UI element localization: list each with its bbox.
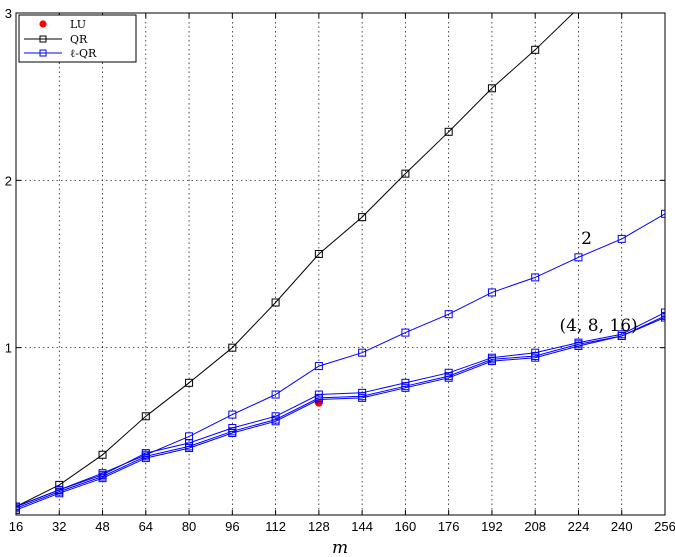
- series-point: [314, 395, 323, 404]
- series-point: [531, 273, 540, 282]
- series-point: [487, 357, 496, 366]
- legend-label-lu: LU: [70, 18, 86, 31]
- legend-marker-lu: [39, 20, 47, 28]
- series-point: [228, 410, 237, 419]
- annotations: 2 (4, 8, 16): [560, 229, 638, 336]
- series-point: [617, 331, 626, 340]
- y-tick-labels: 1 2 3: [5, 6, 12, 356]
- x-tick-label: 224: [568, 519, 590, 534]
- series-point: [661, 209, 665, 218]
- series-point: [487, 84, 496, 93]
- x-tick-label: 144: [351, 519, 373, 534]
- series-point: [401, 328, 410, 337]
- legend-label-qr: QR: [70, 33, 88, 46]
- series-point: [16, 505, 20, 514]
- series-point: [271, 417, 280, 426]
- series-point: [531, 353, 540, 362]
- series-point: [444, 127, 453, 136]
- x-tick-label: 240: [611, 519, 633, 534]
- series-point: [98, 474, 107, 483]
- series-point: [444, 310, 453, 319]
- x-tick-label: 80: [182, 519, 196, 534]
- series-point: [358, 348, 367, 357]
- series-point: [358, 393, 367, 402]
- x-axis-label: m: [332, 538, 348, 557]
- x-tick-label: 112: [265, 519, 286, 534]
- series-point: [531, 45, 540, 54]
- annotation: (4, 8, 16): [560, 316, 638, 336]
- series-5: [16, 313, 665, 514]
- series-line: [16, 13, 575, 508]
- series-layer: [16, 4, 665, 514]
- x-tick-label: 64: [139, 519, 153, 534]
- series-point: [228, 343, 237, 352]
- x-tick-label: 160: [395, 519, 417, 534]
- series-point: [575, 4, 582, 11]
- series-point: [401, 383, 410, 392]
- y-tick-label: 2: [5, 173, 12, 188]
- series-point: [141, 412, 150, 421]
- legend-marker-qr: [39, 35, 47, 43]
- x-tick-label: 48: [95, 519, 109, 534]
- x-tick-labels: 16 32 48 64 80 96 112 128 144 160 176 192 208 224 240 2…: [9, 519, 675, 534]
- series-point: [55, 489, 64, 498]
- series-line: [16, 315, 665, 509]
- series-point: [98, 450, 107, 459]
- series-point: [617, 234, 626, 243]
- series-point: [444, 373, 453, 382]
- x-tick-label: 192: [481, 519, 503, 534]
- series-point: [314, 362, 323, 371]
- legend: LU QR ℓ-QR: [18, 14, 137, 63]
- series-point: [185, 444, 194, 453]
- series-point: [228, 429, 237, 438]
- series-point: [271, 298, 280, 307]
- series-point: [358, 213, 367, 222]
- x-tick-label: 208: [524, 519, 546, 534]
- series-point: [487, 288, 496, 297]
- series-line: [16, 317, 665, 511]
- series-point: [185, 378, 194, 387]
- x-tick-label: 96: [225, 519, 239, 534]
- series-point: [314, 249, 323, 258]
- annotation: 2: [581, 229, 592, 249]
- series-point: [661, 313, 665, 322]
- x-tick-label: 32: [52, 519, 66, 534]
- series-point: [271, 390, 280, 399]
- x-tick-label: 16: [9, 519, 23, 534]
- ticks: [15, 12, 666, 515]
- y-tick-label: 3: [5, 6, 12, 21]
- series-point: [141, 454, 150, 463]
- x-tick-label: 176: [438, 519, 460, 534]
- series-1: [16, 4, 582, 511]
- x-tick-label: 128: [308, 519, 330, 534]
- plot-background: [16, 13, 665, 515]
- series-point: [574, 341, 583, 350]
- series-line: [16, 312, 665, 508]
- legend-marker-lqr: [39, 49, 47, 57]
- series-point: [401, 169, 410, 178]
- series-point: [574, 253, 583, 262]
- x-tick-label: 256: [654, 519, 675, 534]
- plot-frame: [15, 12, 666, 516]
- y-tick-label: 1: [5, 341, 12, 356]
- legend-label-lqr: ℓ-QR: [70, 47, 97, 60]
